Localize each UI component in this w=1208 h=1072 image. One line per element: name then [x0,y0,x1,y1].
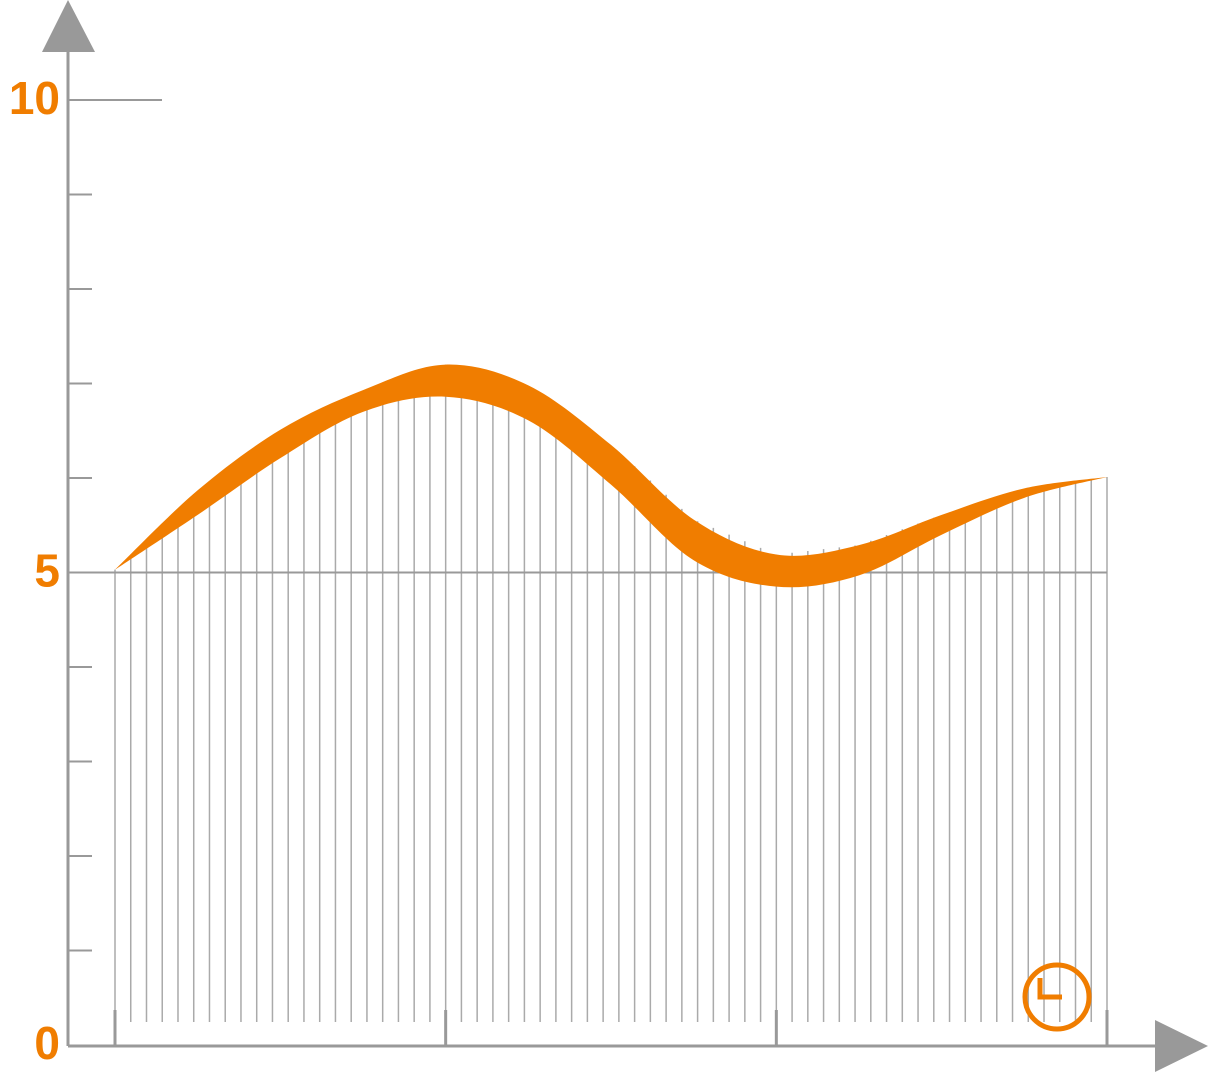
y-tick-label: 5 [34,545,60,597]
y-tick-label: 10 [9,72,60,124]
clock-icon [1022,962,1092,1032]
clock-hands [1037,978,1062,1000]
band [115,364,1107,588]
x-arrow [1155,1020,1208,1072]
clock-face [1022,962,1092,1032]
y-arrow [42,0,95,52]
y-tick-label: 0 [34,1017,60,1069]
